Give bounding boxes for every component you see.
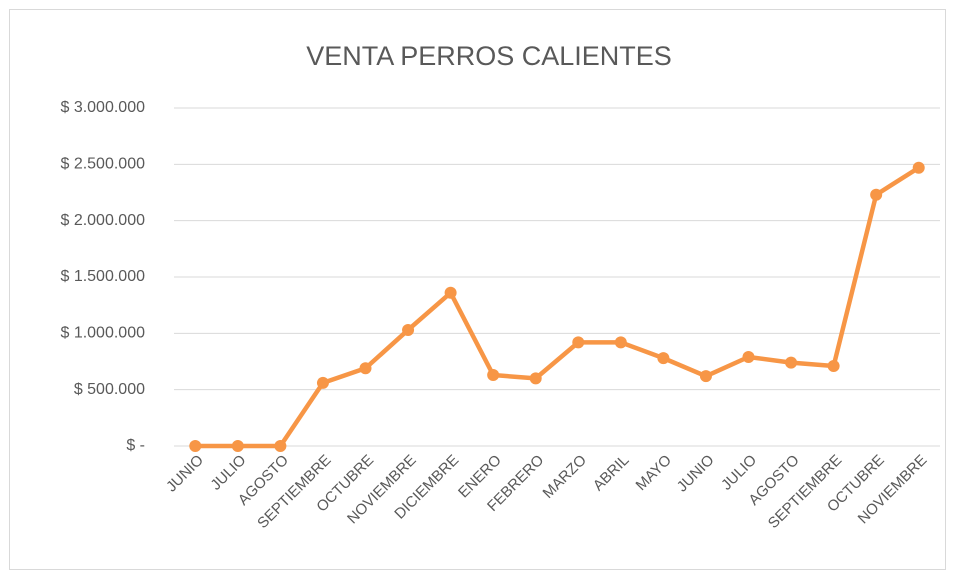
y-tick-label: $ 3.000.000 bbox=[60, 99, 145, 116]
y-tick-label: $ - bbox=[126, 437, 145, 454]
point bbox=[444, 286, 457, 299]
point bbox=[827, 360, 840, 373]
point bbox=[870, 188, 883, 201]
point bbox=[572, 336, 585, 349]
point bbox=[231, 440, 244, 452]
point bbox=[614, 336, 627, 349]
point bbox=[785, 356, 798, 369]
point bbox=[274, 440, 287, 452]
chart-border bbox=[9, 9, 946, 570]
y-tick-label: $ 2.500.000 bbox=[60, 156, 145, 173]
point bbox=[487, 369, 500, 382]
y-tick-label: $ 1.000.000 bbox=[60, 325, 145, 342]
y-tick-label: $ 1.500.000 bbox=[60, 268, 145, 285]
line bbox=[195, 165, 920, 449]
point bbox=[912, 161, 925, 174]
y-tick-label: $ 500.000 bbox=[74, 381, 145, 398]
point bbox=[742, 350, 755, 363]
point bbox=[316, 376, 329, 389]
point bbox=[529, 372, 542, 385]
point bbox=[189, 440, 202, 452]
point bbox=[657, 352, 670, 365]
point bbox=[402, 323, 415, 336]
y-tick-label: $ 2.000.000 bbox=[60, 212, 145, 229]
point bbox=[699, 370, 712, 383]
point bbox=[359, 362, 372, 375]
chart-title: VENTA PERROS CALIENTES bbox=[306, 41, 672, 71]
